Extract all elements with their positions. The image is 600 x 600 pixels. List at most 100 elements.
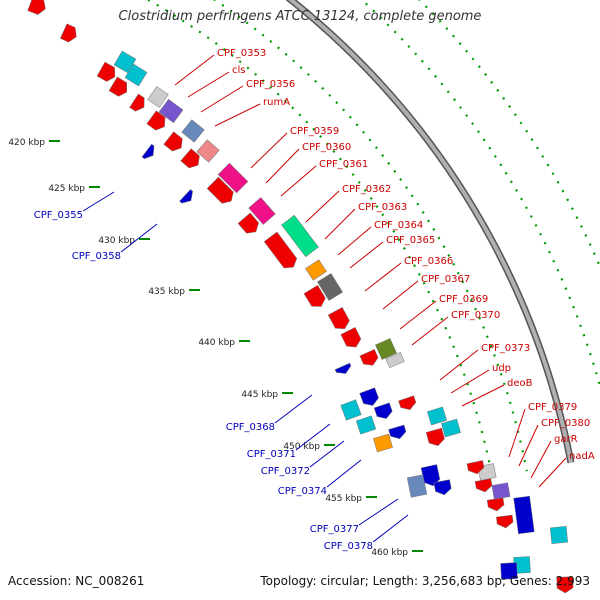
kbp-tick-label: 460 kbp: [371, 548, 408, 558]
forward-label-leader: [265, 148, 300, 184]
reverse-gene-label: CPF_0371: [247, 449, 296, 460]
gene-block: [196, 139, 220, 163]
kbp-tick-label: 425 kbp: [48, 184, 85, 194]
gene-block-shape: [281, 214, 319, 258]
gene-block: [426, 406, 448, 426]
forward-label-leader: [349, 241, 384, 269]
map-title: Clostridium perfringens ATCC 13124, comp…: [118, 9, 482, 24]
forward-label-leader: [364, 262, 402, 292]
forward-label-leader: [439, 349, 479, 381]
gene-block-shape: [466, 460, 485, 475]
forward-gene-label: cls: [232, 65, 246, 76]
reverse-gene-label: CPF_0355: [34, 210, 83, 221]
forward-label-leader: [305, 190, 340, 223]
gene-block-shape: [158, 98, 184, 124]
gene-block: [146, 110, 166, 131]
gene-block-shape: [263, 231, 298, 269]
gene-block-shape: [180, 148, 200, 169]
gene-block-shape: [305, 259, 327, 281]
gene-block-shape: [486, 497, 505, 512]
gene-block: [96, 61, 116, 82]
gene-block-shape: [179, 189, 193, 204]
gene-block-shape: [491, 482, 511, 500]
forward-label-leader: [461, 384, 505, 407]
gene-block-shape: [146, 110, 166, 131]
gene-block-shape: [96, 61, 116, 82]
gene-block: [206, 176, 234, 204]
forward-gene-label: rumA: [263, 97, 290, 108]
gene-block: [375, 338, 397, 360]
gene-block: [373, 402, 393, 419]
gene-block: [237, 212, 259, 234]
gene-block-shape: [426, 406, 448, 426]
forward-label-leader: [280, 165, 317, 197]
forward-gene-label: CPF_0373: [481, 343, 530, 354]
forward-gene-label: CPF_0366: [404, 256, 453, 267]
gene-block: [486, 497, 505, 512]
forward-gene-label: CPF_0364: [374, 220, 423, 231]
forward-gene-label: CPF_0370: [451, 310, 500, 321]
gene-block: [181, 119, 205, 143]
gene-block-shape: [433, 479, 452, 496]
reverse-gene-label: CPF_0378: [324, 541, 373, 552]
gene-block: [388, 424, 407, 440]
kbp-tick-label: 455 kbp: [325, 494, 362, 504]
gene-block: [398, 395, 417, 410]
forward-label-leader: [337, 226, 372, 256]
gene-block: [355, 415, 377, 435]
gene-block-shape: [141, 143, 155, 160]
forward-label-leader: [518, 424, 539, 467]
gene-block: [129, 93, 145, 112]
gene-block: [248, 197, 276, 225]
forward-gene-label: CPF_0365: [386, 235, 435, 246]
gene-block: [327, 307, 350, 330]
gene-block-shape: [181, 119, 205, 143]
gene-block-shape: [398, 395, 417, 410]
gene-block-shape: [406, 474, 428, 498]
accession-label: Accession: NC_008261: [8, 574, 145, 588]
gene-block: [385, 351, 405, 369]
forward-label-leader: [508, 408, 526, 458]
forward-label-leader: [530, 440, 552, 479]
gene-block-shape: [27, 0, 46, 15]
gene-block-shape: [196, 139, 220, 163]
gene-block-shape: [108, 76, 128, 97]
gene-block-shape: [317, 273, 343, 301]
gene-block-shape: [340, 327, 362, 348]
gene-block: [359, 387, 379, 406]
gene-block: [340, 327, 362, 348]
inner-track-guide-1: [212, 0, 528, 472]
forward-label-leader: [324, 208, 356, 240]
backbone-core: [287, 0, 573, 464]
gene-block-shape: [217, 162, 249, 194]
forward-gene-label: CPF_0360: [302, 142, 351, 153]
forward-label-leader: [250, 132, 288, 169]
gene-block-shape: [355, 415, 377, 435]
reverse-label-leader: [326, 459, 362, 488]
gene-block: [27, 0, 46, 15]
gene-block-shape: [124, 63, 148, 87]
gene-block-shape: [373, 433, 393, 453]
reverse-gene-label: CPF_0368: [226, 422, 275, 433]
gene-block: [549, 525, 569, 545]
forward-label-leader: [450, 369, 490, 394]
gene-block-shape: [59, 23, 77, 43]
gene-block-shape: [248, 197, 276, 225]
gene-block: [180, 148, 200, 169]
gene-block-shape: [340, 399, 362, 421]
gene-block: [513, 495, 535, 535]
forward-gene-label: CPF_0379: [528, 402, 577, 413]
forward-gene-label: deoB: [507, 378, 533, 389]
gene-block: [317, 273, 343, 301]
reverse-label-leader: [82, 191, 115, 212]
reverse-label-leader: [295, 423, 331, 451]
reverse-gene-label: CPF_0372: [261, 466, 310, 477]
gene-block: [59, 23, 77, 43]
kbp-tick-label: 420 kbp: [8, 138, 45, 148]
gene-block: [179, 189, 193, 204]
gene-block: [124, 63, 148, 87]
gene-block: [281, 214, 319, 258]
gene-block-shape: [359, 349, 379, 366]
forward-label-leader: [214, 103, 261, 127]
gene-block-shape: [147, 86, 169, 108]
